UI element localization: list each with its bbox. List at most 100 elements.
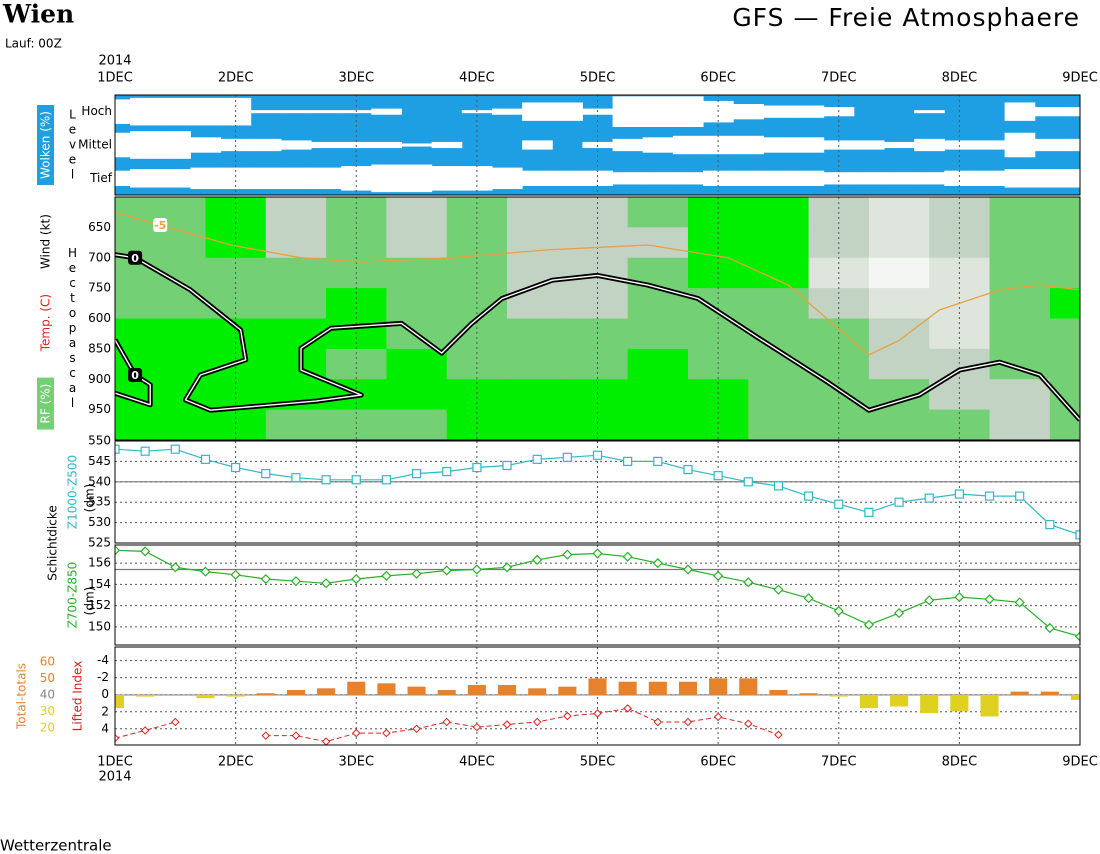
series-marker <box>682 564 694 575</box>
contour-label-box <box>153 217 168 232</box>
x-tick-label: 2DEC <box>218 71 254 86</box>
x-tick-label: 7DEC <box>821 71 857 86</box>
humidity-cell <box>265 318 327 350</box>
humidity-cell <box>507 227 568 259</box>
cloud-cover-bar <box>672 96 704 127</box>
series-marker <box>924 595 935 606</box>
cloud-cover-bar <box>401 164 433 193</box>
x-tick-label: 6DEC <box>700 755 736 770</box>
y-tick-label: 0 <box>101 687 109 701</box>
humidity-cell <box>386 379 448 411</box>
humidity-cell <box>627 348 689 380</box>
lifted-index-marker <box>563 711 572 721</box>
cloud-cover-bar <box>130 131 161 159</box>
cloud-cover-bar <box>793 137 825 153</box>
cloud-cover-bar <box>763 137 795 153</box>
cloud-level-label: Mittel <box>78 138 112 152</box>
cloud-cover-bar <box>371 141 402 149</box>
isotherm-line-highlight <box>115 339 151 406</box>
y-tick-label: -2 <box>97 670 109 684</box>
cloud-cover-bar <box>914 110 945 114</box>
cloud-level-label: Tief <box>89 171 113 185</box>
cloud-cover-bar <box>115 170 131 186</box>
total-totals-bar <box>920 694 939 714</box>
cloud-cover-bar <box>914 138 945 152</box>
total-totals-bar <box>497 685 517 695</box>
x-tick-label: 8DEC <box>942 71 978 86</box>
series-marker <box>592 548 603 559</box>
humidity-cell <box>1049 257 1080 289</box>
humidity-cell <box>145 318 206 350</box>
total-totals-bar <box>407 686 426 695</box>
y-tick-label: 40 <box>40 687 55 701</box>
cloud-cover-bar <box>974 140 1006 150</box>
lifted-index-marker <box>593 709 602 718</box>
y-tick-label: 525 <box>88 536 111 550</box>
humidity-cell <box>1049 348 1080 380</box>
lifted-index-marker <box>115 733 120 743</box>
series-marker <box>623 456 633 466</box>
series-marker <box>231 462 241 473</box>
humidity-cell <box>808 409 870 440</box>
total-totals-bar <box>709 678 728 695</box>
humidity-cell <box>989 379 1051 411</box>
cloud-cover-bar <box>280 140 312 150</box>
humidity-cell <box>507 348 568 380</box>
series-marker <box>592 450 603 460</box>
y-tick-label: 535 <box>88 495 111 509</box>
series-marker <box>532 454 542 464</box>
cloud-cover-bar <box>1034 107 1066 117</box>
series-marker <box>140 546 151 557</box>
cloud-cover-bar <box>763 170 795 186</box>
lifted-index-marker <box>472 722 482 732</box>
cloud-cover-bar <box>130 97 161 126</box>
x-tick-label: 9DEC <box>1062 755 1098 770</box>
y-tick-label: 156 <box>88 556 111 570</box>
lifted-index-marker <box>382 728 391 738</box>
humidity-cell <box>989 318 1051 350</box>
lifted-index-marker <box>774 730 783 740</box>
series-marker <box>894 497 904 507</box>
total-totals-bar <box>859 694 878 709</box>
series-marker <box>954 489 964 499</box>
cloud-cover-bar <box>1004 132 1036 158</box>
humidity-cell <box>627 227 689 259</box>
series-marker <box>261 469 271 479</box>
humidity-cell <box>1049 288 1080 319</box>
lifted-index-marker <box>291 731 301 740</box>
y-tick-label: 750 <box>88 281 111 295</box>
cloud-cover-bar <box>853 140 885 150</box>
series-marker <box>115 444 120 454</box>
panel <box>115 95 1080 195</box>
contour-label-box <box>128 367 143 382</box>
series-marker <box>924 493 934 503</box>
cloud-cover-bar <box>642 137 674 153</box>
y-tick-label: 2 <box>101 704 109 718</box>
cloud-cover-bar <box>733 104 764 120</box>
cloud-cover-bar <box>1004 102 1036 121</box>
humidity-cell <box>868 227 930 259</box>
humidity-cell <box>446 379 508 411</box>
series-marker <box>381 475 392 485</box>
series-marker <box>652 557 663 569</box>
y-axis-unit: (dm) <box>83 587 97 616</box>
series-marker <box>713 471 723 481</box>
panel <box>115 441 1080 543</box>
cloud-cover-bar <box>1034 138 1066 152</box>
cloud-cover-bar <box>823 172 855 185</box>
series-marker <box>743 577 754 588</box>
total-totals-bar <box>980 694 999 717</box>
humidity-cell <box>868 318 930 350</box>
total-totals-bar <box>950 694 969 712</box>
cloud-cover-bar <box>311 167 342 190</box>
cloud-cover-bar <box>672 135 704 155</box>
humidity-cell <box>868 257 930 289</box>
cloud-cover-bar <box>703 170 734 186</box>
humidity-cell <box>627 409 689 440</box>
series-marker <box>1075 530 1080 540</box>
humidity-cell <box>567 409 629 440</box>
series-marker <box>170 562 181 573</box>
